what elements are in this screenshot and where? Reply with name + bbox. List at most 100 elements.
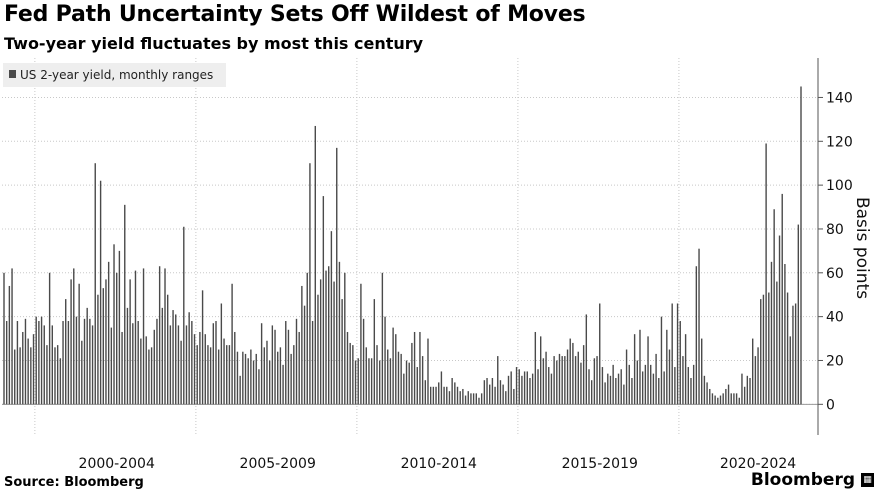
bar (483, 380, 486, 405)
bar (239, 375, 241, 405)
bar (175, 314, 177, 405)
bar (228, 345, 231, 405)
x-tick-label: 2015-2019 (562, 456, 638, 472)
y-tick-label: 120 (826, 134, 853, 150)
bar (778, 235, 781, 405)
bar (660, 316, 663, 405)
bar-layer (3, 86, 802, 405)
bar (703, 375, 706, 405)
bar (314, 125, 316, 405)
bar (5, 321, 8, 405)
bar (781, 193, 783, 405)
bar (438, 382, 440, 405)
y-tick-label: 100 (826, 178, 853, 194)
bar (124, 204, 126, 405)
bar (258, 369, 260, 405)
bar (446, 386, 448, 405)
bar (381, 272, 384, 405)
bar (400, 353, 402, 405)
bar (277, 351, 279, 405)
y-axis-title: Basis points (852, 197, 872, 299)
bar (706, 382, 708, 405)
bar (462, 388, 464, 405)
bar (489, 384, 491, 405)
legend-background (3, 63, 226, 87)
bar (81, 340, 83, 405)
brand-name: Bloomberg (750, 470, 855, 490)
bar (24, 318, 27, 405)
bar (242, 351, 244, 405)
bar (56, 345, 59, 405)
bar (319, 279, 322, 405)
bar (521, 375, 523, 405)
bar (226, 345, 228, 405)
bar (387, 349, 389, 405)
bar (126, 307, 129, 405)
bar (698, 248, 700, 405)
bar (352, 345, 354, 405)
bar (217, 349, 220, 405)
bar (303, 305, 306, 405)
bar (395, 334, 397, 405)
bar (636, 360, 639, 405)
bar (266, 340, 268, 405)
bar (121, 331, 123, 405)
bar (411, 342, 413, 405)
x-axis-labels: 2000-2004 2005-2009 2010-2014 2015-2019 2020… (79, 456, 797, 472)
bar (102, 288, 104, 405)
bar (459, 391, 461, 405)
bar (338, 261, 341, 405)
bar (797, 224, 800, 405)
bar (531, 373, 534, 405)
bar (572, 342, 574, 405)
bar (336, 147, 338, 405)
bar (719, 395, 722, 405)
bar (502, 384, 504, 405)
bar (757, 347, 759, 405)
bar (255, 353, 257, 405)
bar (209, 347, 212, 405)
bar (556, 360, 558, 405)
bar (590, 380, 593, 405)
bar (373, 299, 376, 405)
bar (134, 270, 137, 405)
bar (290, 353, 292, 405)
bar (505, 391, 507, 405)
bar (40, 316, 43, 405)
bar (62, 321, 64, 405)
bar (507, 375, 510, 405)
bar (43, 325, 45, 405)
bar (19, 347, 21, 405)
bar (792, 305, 794, 405)
bar (153, 329, 155, 405)
bar (523, 371, 526, 405)
bar (564, 356, 566, 405)
bar (604, 382, 606, 405)
bar (354, 360, 357, 405)
bar (223, 338, 225, 405)
bar (542, 358, 545, 405)
bar (177, 325, 180, 405)
bar (169, 325, 172, 405)
bar (658, 378, 660, 405)
bar (293, 345, 295, 405)
bar (67, 321, 70, 405)
bar (582, 345, 585, 405)
bar (110, 327, 113, 405)
bar (633, 334, 636, 405)
bar (16, 321, 19, 405)
bar (674, 367, 676, 405)
bar (236, 351, 239, 405)
bar (666, 329, 668, 405)
bar (129, 279, 131, 405)
bar (185, 325, 188, 405)
bar (46, 345, 48, 405)
bar (733, 393, 735, 405)
x-tick-label: 2005-2009 (240, 456, 316, 472)
bar (770, 261, 773, 405)
bar (389, 358, 392, 405)
bar (429, 386, 432, 405)
bar (652, 373, 655, 405)
bar (107, 261, 110, 405)
